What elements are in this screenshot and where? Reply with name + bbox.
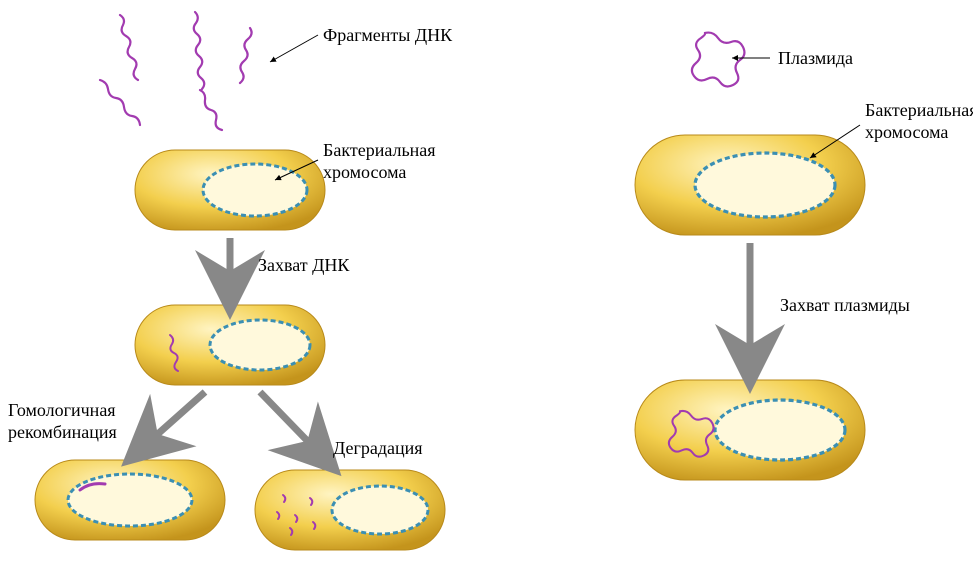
bacterium-recombination <box>35 460 225 540</box>
label-homologous: Гомологичная рекомбинация <box>8 400 117 443</box>
bacterium-right-1 <box>635 135 865 235</box>
label-plasmid-uptake: Захват плазмиды <box>780 295 910 317</box>
label-chromosome-right: Бактериальная хромосома <box>865 100 973 143</box>
label-chromosome-left: Бактериальная хромосома <box>323 140 436 183</box>
label-dna-fragments: Фрагменты ДНК <box>323 25 452 47</box>
bacterium-degradation <box>255 470 445 550</box>
bacterium-right-2 <box>635 380 865 480</box>
diagram-canvas <box>0 0 973 585</box>
label-dna-uptake: Захват ДНК <box>258 255 349 277</box>
process-arrows <box>142 238 750 456</box>
bacterium-left-2 <box>135 305 325 385</box>
dna-fragments-group <box>100 12 252 130</box>
bacterium-left-1 <box>135 150 325 230</box>
plasmid-icon <box>692 33 745 87</box>
label-plasmid: Плазмида <box>778 48 853 70</box>
label-degradation: Деградация <box>333 438 423 460</box>
